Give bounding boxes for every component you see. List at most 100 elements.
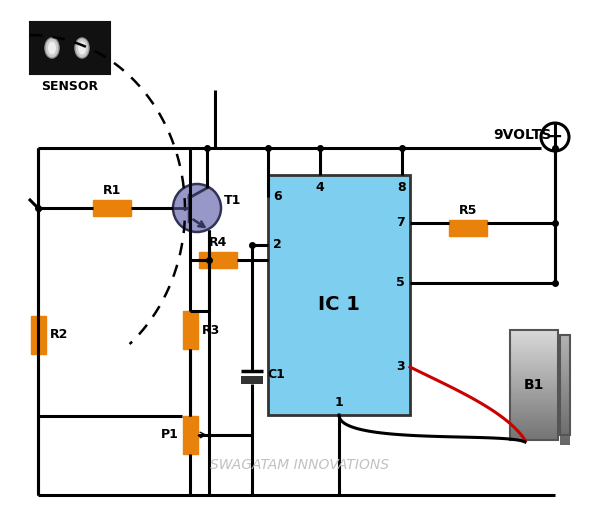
FancyBboxPatch shape (510, 427, 558, 428)
FancyBboxPatch shape (560, 384, 570, 385)
FancyBboxPatch shape (560, 348, 570, 349)
FancyBboxPatch shape (510, 418, 558, 419)
FancyBboxPatch shape (560, 432, 570, 433)
FancyBboxPatch shape (560, 422, 570, 423)
FancyBboxPatch shape (510, 372, 558, 373)
FancyBboxPatch shape (560, 387, 570, 388)
FancyBboxPatch shape (560, 378, 570, 379)
FancyBboxPatch shape (560, 363, 570, 364)
FancyBboxPatch shape (510, 389, 558, 390)
FancyBboxPatch shape (510, 363, 558, 364)
Ellipse shape (45, 38, 59, 58)
FancyBboxPatch shape (510, 424, 558, 425)
FancyBboxPatch shape (510, 344, 558, 345)
FancyBboxPatch shape (560, 434, 570, 435)
FancyBboxPatch shape (449, 220, 487, 236)
Circle shape (173, 184, 221, 232)
Text: 5: 5 (396, 277, 405, 289)
FancyBboxPatch shape (560, 402, 570, 403)
FancyBboxPatch shape (510, 343, 558, 344)
FancyBboxPatch shape (510, 353, 558, 354)
Text: 6: 6 (273, 191, 281, 203)
FancyBboxPatch shape (510, 352, 558, 353)
FancyBboxPatch shape (510, 400, 558, 401)
FancyBboxPatch shape (510, 347, 558, 348)
FancyBboxPatch shape (560, 366, 570, 367)
FancyBboxPatch shape (560, 354, 570, 355)
FancyBboxPatch shape (182, 311, 197, 349)
FancyBboxPatch shape (560, 394, 570, 395)
FancyBboxPatch shape (560, 370, 570, 371)
FancyBboxPatch shape (241, 376, 263, 384)
FancyBboxPatch shape (510, 377, 558, 378)
FancyBboxPatch shape (560, 396, 570, 397)
FancyBboxPatch shape (560, 372, 570, 373)
FancyBboxPatch shape (560, 413, 570, 414)
FancyBboxPatch shape (510, 419, 558, 420)
FancyBboxPatch shape (510, 390, 558, 391)
FancyBboxPatch shape (31, 316, 46, 354)
FancyBboxPatch shape (560, 369, 570, 370)
Text: B1: B1 (524, 378, 544, 392)
FancyBboxPatch shape (560, 412, 570, 413)
Text: C1: C1 (267, 369, 285, 382)
FancyBboxPatch shape (560, 361, 570, 362)
FancyBboxPatch shape (510, 435, 558, 436)
FancyBboxPatch shape (199, 252, 237, 268)
FancyBboxPatch shape (510, 345, 558, 346)
FancyBboxPatch shape (560, 403, 570, 404)
FancyBboxPatch shape (560, 389, 570, 390)
FancyBboxPatch shape (560, 356, 570, 357)
FancyBboxPatch shape (510, 336, 558, 337)
FancyBboxPatch shape (560, 351, 570, 352)
FancyBboxPatch shape (560, 342, 570, 343)
FancyBboxPatch shape (510, 385, 558, 386)
FancyBboxPatch shape (560, 443, 570, 444)
FancyBboxPatch shape (560, 360, 570, 361)
FancyBboxPatch shape (560, 420, 570, 421)
FancyBboxPatch shape (510, 330, 558, 331)
FancyBboxPatch shape (510, 388, 558, 389)
FancyBboxPatch shape (560, 401, 570, 402)
Text: SENSOR: SENSOR (41, 80, 98, 93)
FancyBboxPatch shape (510, 434, 558, 435)
FancyBboxPatch shape (560, 425, 570, 426)
FancyBboxPatch shape (510, 432, 558, 433)
FancyBboxPatch shape (560, 411, 570, 412)
Text: P1: P1 (161, 429, 179, 441)
FancyBboxPatch shape (510, 351, 558, 352)
FancyBboxPatch shape (560, 395, 570, 396)
FancyBboxPatch shape (510, 413, 558, 414)
FancyBboxPatch shape (510, 415, 558, 416)
FancyBboxPatch shape (510, 414, 558, 415)
FancyBboxPatch shape (510, 401, 558, 402)
FancyBboxPatch shape (510, 422, 558, 423)
FancyBboxPatch shape (560, 367, 570, 368)
FancyBboxPatch shape (560, 362, 570, 363)
FancyBboxPatch shape (560, 347, 570, 348)
FancyBboxPatch shape (510, 370, 558, 371)
FancyBboxPatch shape (560, 359, 570, 360)
FancyBboxPatch shape (510, 406, 558, 407)
FancyBboxPatch shape (510, 339, 558, 340)
Ellipse shape (48, 42, 56, 54)
Text: T1: T1 (224, 193, 241, 206)
FancyBboxPatch shape (560, 343, 570, 344)
FancyBboxPatch shape (510, 356, 558, 357)
FancyBboxPatch shape (510, 350, 558, 351)
FancyBboxPatch shape (510, 426, 558, 427)
FancyBboxPatch shape (510, 354, 558, 355)
FancyBboxPatch shape (560, 381, 570, 382)
FancyBboxPatch shape (510, 335, 558, 336)
FancyBboxPatch shape (510, 417, 558, 418)
FancyBboxPatch shape (560, 406, 570, 407)
FancyBboxPatch shape (510, 383, 558, 384)
Text: 2: 2 (273, 239, 282, 251)
FancyBboxPatch shape (510, 342, 558, 343)
Text: R2: R2 (49, 328, 68, 342)
FancyBboxPatch shape (560, 339, 570, 340)
FancyBboxPatch shape (560, 419, 570, 420)
FancyBboxPatch shape (560, 385, 570, 386)
FancyBboxPatch shape (560, 423, 570, 424)
FancyBboxPatch shape (510, 378, 558, 379)
